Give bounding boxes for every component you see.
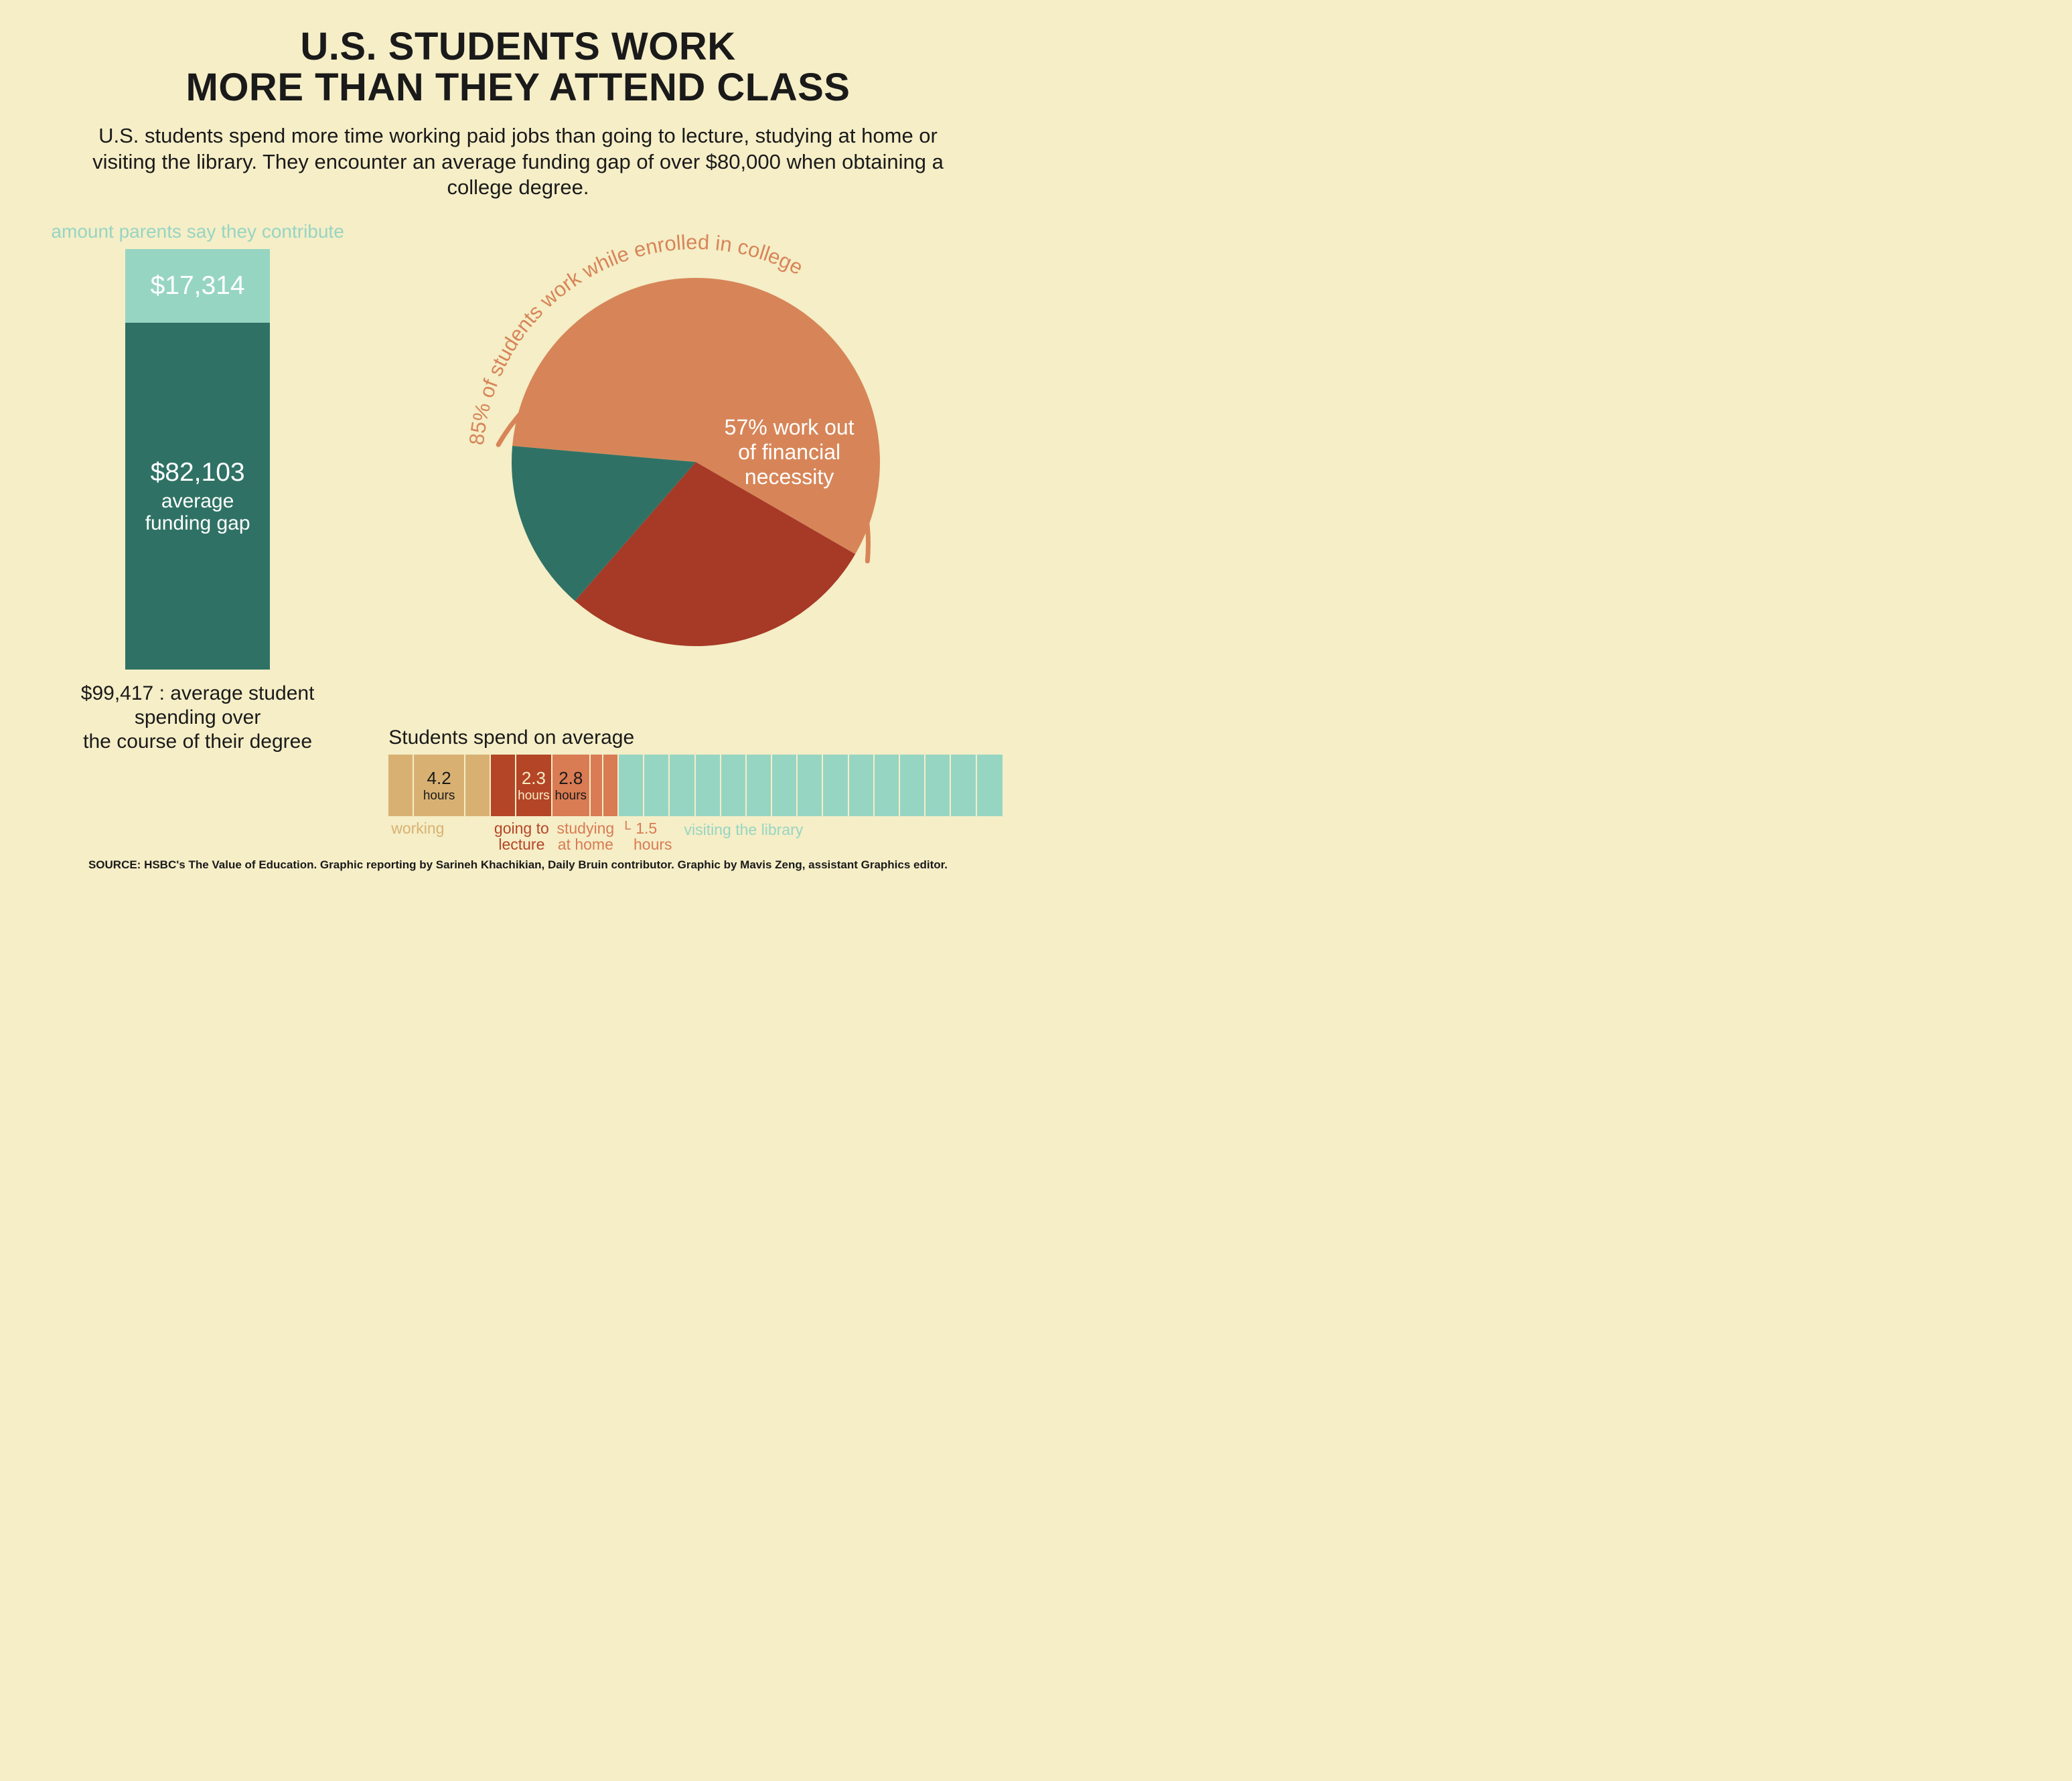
bar-segment-gap: $82,103 averagefunding gap [125, 323, 270, 670]
hours-library-value: L 1.5hours [624, 820, 672, 852]
hours-block: 2.8hours [552, 755, 591, 816]
stacked-bar-column: amount parents say they contribute $17,3… [33, 221, 362, 852]
total-amount: $99,417 [81, 682, 153, 704]
hours-labels: workinggoing tolecturestudyingat homeL 1… [388, 820, 1003, 852]
hours-block [900, 755, 926, 816]
hours-block [670, 755, 695, 816]
subtitle: U.S. students spend more time working pa… [73, 123, 964, 201]
hours-unit: hours [555, 789, 587, 803]
segment-value: $17,314 [151, 271, 245, 301]
pie-chart: 85% of students work while enrolled in c… [455, 221, 937, 703]
hours-section: Students spend on average 4.2hours2.3hou… [388, 726, 1003, 852]
hours-block: 4.2hours [414, 755, 465, 816]
hours-block [977, 755, 1003, 816]
hours-block [849, 755, 875, 816]
hours-block [747, 755, 772, 816]
hours-value: 4.2 [427, 768, 451, 789]
bar-total: $99,417 : average studentspending overth… [33, 682, 362, 754]
source-line: SOURCE: HSBC's The Value of Education. G… [0, 858, 1036, 872]
hours-block: 2.3hours [516, 755, 552, 816]
segment-subtext: averagefunding gap [145, 490, 250, 534]
hours-block [875, 755, 900, 816]
hours-block [491, 755, 516, 816]
bar-segment-parents: $17,314 [125, 249, 270, 323]
hours-category: L 1.5hours visiting the library [619, 820, 1003, 852]
hours-bar: 4.2hours2.3hours2.8hours [388, 755, 1003, 816]
hours-value: 2.8 [559, 768, 583, 789]
hours-block [591, 755, 603, 816]
segment-value: $82,103 [151, 458, 245, 487]
hours-category: working [388, 820, 491, 852]
hours-block [823, 755, 848, 816]
hours-block [696, 755, 721, 816]
hours-block [465, 755, 491, 816]
hours-block [798, 755, 823, 816]
hours-title: Students spend on average [388, 726, 1003, 749]
hours-block [603, 755, 619, 816]
main-title: U.S. STUDENTS WORK MORE THAN THEY ATTEND… [33, 27, 1003, 108]
hours-unit: hours [423, 789, 455, 803]
hours-category: studyingat home [552, 820, 619, 852]
hours-block [721, 755, 747, 816]
stacked-bar: $17,314 $82,103 averagefunding gap [125, 249, 270, 670]
hours-value: 2.3 [522, 768, 546, 789]
hours-block [619, 755, 644, 816]
hours-unit: hours [518, 789, 550, 803]
hours-block [644, 755, 670, 816]
title-line-1: U.S. STUDENTS WORK [300, 25, 735, 68]
hours-category: going tolecture [491, 820, 552, 852]
hours-block [951, 755, 976, 816]
right-column: 85% of students work while enrolled in c… [388, 221, 1003, 852]
hours-block [388, 755, 414, 816]
hours-block [772, 755, 798, 816]
bar-top-label: amount parents say they contribute [33, 221, 362, 242]
hours-block [926, 755, 951, 816]
title-line-2: MORE THAN THEY ATTEND CLASS [186, 66, 850, 109]
pie-center-label: 57% work outof financialnecessity [709, 415, 870, 489]
content-row: amount parents say they contribute $17,3… [33, 221, 1003, 852]
hours-category-label: visiting the library [684, 820, 804, 838]
